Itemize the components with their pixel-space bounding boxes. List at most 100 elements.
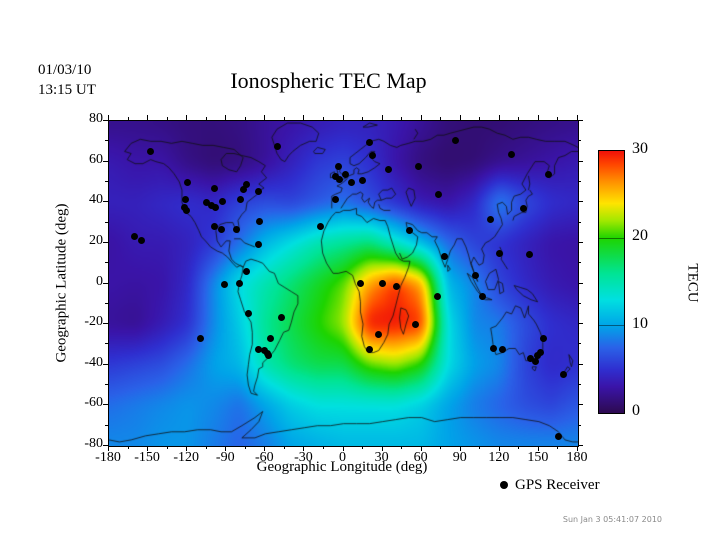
gps-receiver-dot [237, 195, 245, 203]
x-tick-major [303, 446, 305, 451]
gps-receiver-dot [342, 170, 350, 178]
gps-receiver-dot [555, 432, 563, 440]
gps-receiver-dot [273, 142, 281, 150]
x-tick-major [459, 115, 461, 120]
colorbar-tick-label: 30 [632, 140, 648, 157]
gps-receiver-dot [559, 370, 567, 378]
x-tick-minor [205, 446, 207, 449]
y-tick-label: 80 [89, 111, 103, 126]
gps-receiver-dot [254, 240, 262, 248]
x-tick-label: 180 [566, 450, 588, 465]
gps-receiver-legend: GPS Receiver [500, 477, 600, 494]
gps-receiver-dot [232, 225, 240, 233]
gps-receiver-dot [331, 172, 339, 180]
gps-receiver-dot [277, 313, 285, 321]
colorbar-tick-line [599, 237, 624, 239]
y-tick-major [578, 445, 583, 446]
x-tick-minor [322, 117, 324, 120]
x-tick-major [186, 446, 188, 451]
x-tick-minor [362, 117, 364, 120]
gps-dots-layer [109, 121, 578, 446]
gps-receiver-dot [130, 233, 138, 241]
colorbar-tick-label: 10 [632, 314, 648, 332]
gps-receiver-dot [487, 215, 495, 223]
colorbar-tick-label: 0 [632, 402, 640, 419]
x-tick-label: 150 [527, 450, 549, 465]
y-tick-minor [105, 424, 108, 426]
x-tick-major [303, 115, 305, 120]
x-tick-minor [244, 117, 246, 120]
colorbar [598, 150, 625, 414]
x-tick-label: 90 [452, 450, 467, 465]
gps-receiver-dot [212, 204, 220, 212]
y-tick-label: -60 [84, 395, 103, 411]
gps-receiver-dot [220, 280, 228, 288]
gps-receiver-dot [414, 163, 422, 171]
x-tick-minor [127, 117, 129, 120]
x-tick-label: -30 [294, 450, 313, 465]
x-tick-minor [440, 446, 442, 449]
gps-receiver-dot [544, 170, 552, 178]
x-tick-minor [557, 117, 559, 120]
y-tick-major [578, 241, 583, 243]
x-tick-major [459, 446, 461, 451]
gps-receiver-dot [441, 252, 449, 260]
y-tick-major [103, 282, 108, 284]
x-tick-label: 120 [488, 450, 510, 465]
gps-receiver-dot [452, 136, 460, 144]
y-tick-minor [105, 180, 108, 182]
gps-receiver-dot [496, 249, 504, 257]
x-tick-major [147, 446, 149, 451]
gps-receiver-dot [182, 195, 190, 203]
gps-receiver-dot [347, 179, 355, 187]
y-tick-minor [105, 262, 108, 264]
y-tick-major [103, 323, 108, 325]
x-tick-minor [283, 117, 285, 120]
x-tick-minor [401, 446, 403, 449]
gps-receiver-dot [147, 147, 155, 155]
y-tick-major [103, 160, 108, 162]
x-tick-major [381, 446, 383, 451]
x-tick-major [342, 446, 344, 451]
gps-receiver-dot [434, 292, 442, 300]
y-tick-minor [105, 302, 108, 304]
legend-label: GPS Receiver [515, 477, 600, 493]
x-tick-minor [401, 117, 403, 120]
gps-receiver-dot [331, 195, 339, 203]
y-tick-major [578, 282, 583, 284]
x-tick-label: -90 [215, 450, 235, 465]
gps-receiver-dot [335, 162, 343, 170]
gps-receiver-dot [235, 280, 243, 288]
gps-receiver-dot [537, 349, 545, 357]
gps-receiver-dot [365, 139, 373, 147]
x-tick-minor [518, 117, 520, 120]
y-tick-major [103, 445, 108, 446]
x-tick-minor [362, 446, 364, 449]
gps-receiver-dot [489, 344, 497, 352]
gps-receiver-dot [369, 152, 377, 160]
x-tick-major [577, 446, 578, 451]
gps-receiver-dot [217, 225, 225, 233]
y-tick-major [103, 363, 108, 365]
x-tick-minor [127, 446, 129, 449]
gps-receiver-dot [359, 177, 367, 185]
gps-receiver-dot [479, 292, 487, 300]
x-tick-major [381, 115, 383, 120]
gps-receiver-marker-icon [500, 480, 508, 489]
x-tick-minor [557, 446, 559, 449]
gps-receiver-dot [184, 179, 192, 187]
y-tick-minor [105, 221, 108, 223]
x-tick-minor [166, 446, 168, 449]
y-tick-major [578, 363, 583, 365]
gps-receiver-dot [265, 352, 273, 360]
x-tick-major [342, 115, 344, 120]
gps-receiver-dot [525, 250, 533, 258]
gps-receiver-dot [385, 165, 393, 173]
gps-receiver-dot [532, 357, 540, 365]
gps-receiver-dot [239, 185, 247, 193]
gps-receiver-dot [539, 335, 547, 343]
colorbar-unit-label: TECU [684, 263, 701, 303]
gps-receiver-dot [392, 283, 400, 291]
x-tick-major [264, 115, 266, 120]
x-tick-major [264, 446, 266, 451]
